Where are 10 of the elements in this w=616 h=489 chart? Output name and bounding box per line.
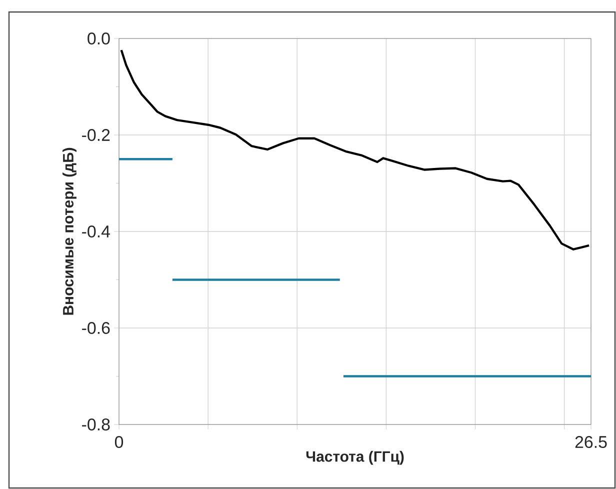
x-tick-label: 26.5 bbox=[575, 436, 607, 448]
y-tick-label: 0.0 bbox=[88, 32, 110, 44]
y-tick-label: -0.2 bbox=[82, 128, 110, 141]
x-tick-label: 0 bbox=[114, 436, 124, 448]
y-tick-label: -0.4 bbox=[82, 225, 110, 238]
y-axis-title: Вносимые потери (дБ) bbox=[62, 148, 76, 315]
y-tick-label: -0.6 bbox=[82, 322, 110, 334]
line-series bbox=[120, 48, 590, 250]
x-axis-title: Частота (ГГц) bbox=[306, 450, 404, 465]
y-tick-label: -0.8 bbox=[82, 418, 110, 430]
